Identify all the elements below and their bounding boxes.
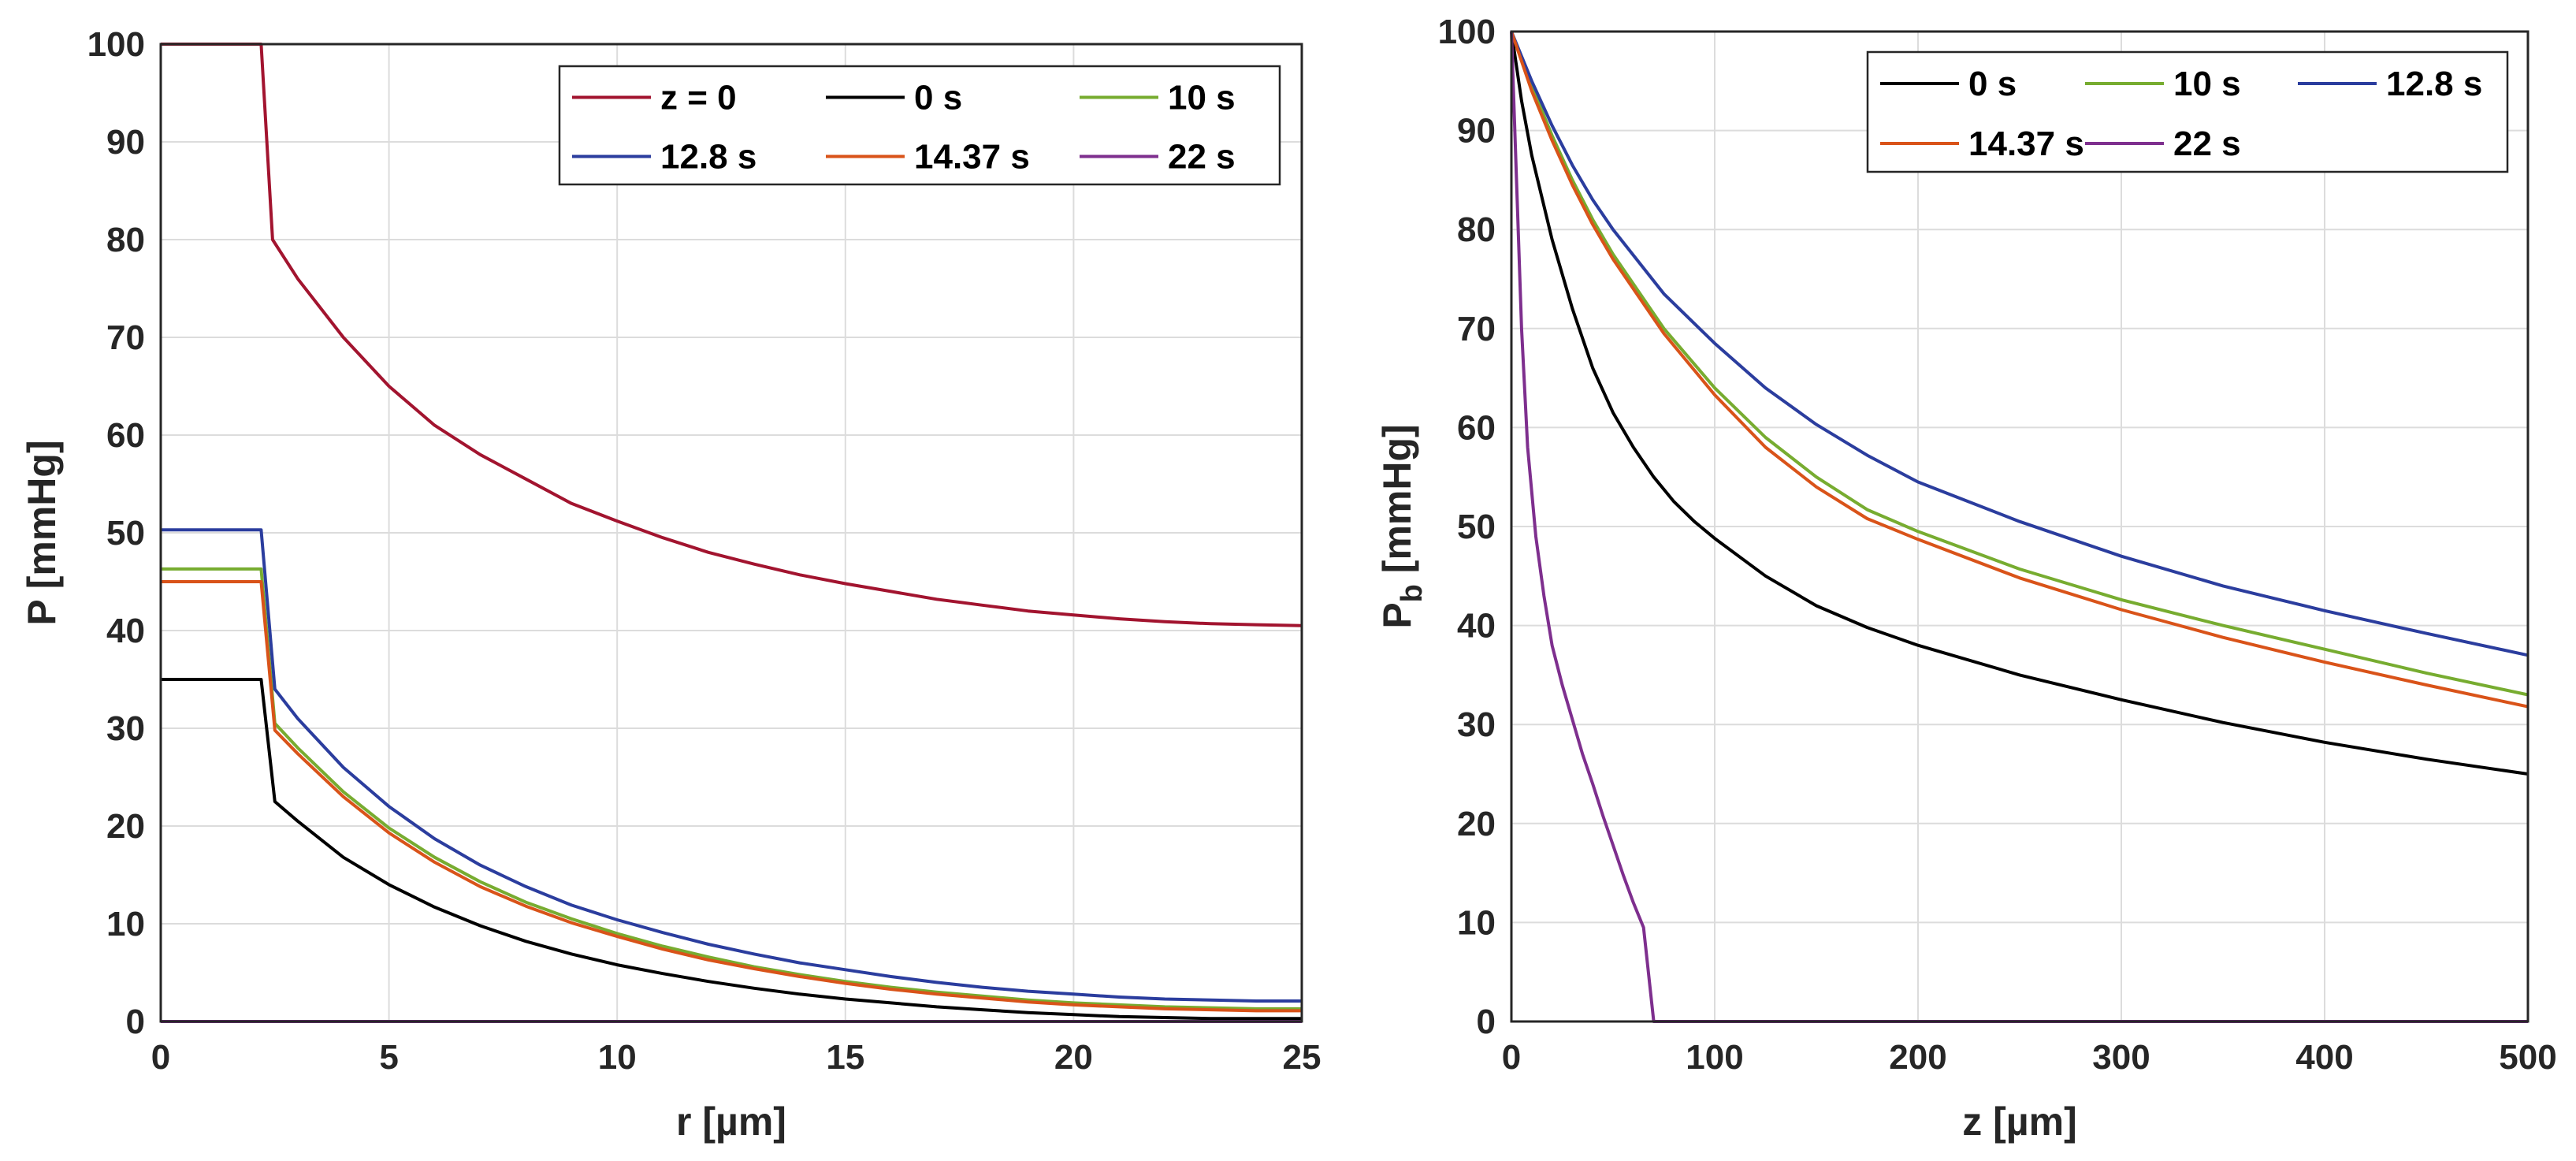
x-axis-label: r [µm] <box>676 1100 786 1144</box>
y-tick-labels: 0 10 20 30 40 50 60 70 80 90 100 <box>87 25 145 1041</box>
x-tick-label: 300 <box>2092 1038 2150 1077</box>
y-tick-label: 60 <box>106 416 145 455</box>
x-axis-label: z [µm] <box>1962 1100 2076 1144</box>
legend-box <box>558 65 1281 186</box>
y-axis-label: Pb [mmHg] <box>1375 424 1429 628</box>
y-tick-label: 50 <box>106 514 145 553</box>
legend-entry-label: 22 s <box>2173 125 2241 163</box>
y-tick-label: 70 <box>106 318 145 357</box>
pressure-vs-radius-chart: 0 5 10 15 20 25 0 10 20 30 40 50 60 70 80 90 100 r [µm]… <box>20 25 1321 1144</box>
axes-box <box>159 43 1303 1023</box>
y-tick-label: 40 <box>1457 607 1496 646</box>
y-tick-label: 100 <box>1438 13 1496 51</box>
series-line <box>1510 31 2529 697</box>
y-axis-label-unit: [mmHg] <box>1375 424 1419 584</box>
legend-entry-label: 10 s <box>1168 79 1236 117</box>
legend-entry-label: 14.37 s <box>1968 125 2084 163</box>
y-tick-label: 30 <box>106 709 145 748</box>
y-axis-label-subscript: b <box>1396 584 1429 602</box>
series-line <box>161 580 1302 1013</box>
y-tick-label: 10 <box>1457 903 1496 942</box>
legend-entry-label: 10 s <box>2173 65 2241 103</box>
y-tick-label: 90 <box>106 123 145 162</box>
y-tick-label: 20 <box>1457 805 1496 843</box>
legend-entry-label: z = 0 <box>660 79 737 117</box>
series-line <box>161 528 1302 1003</box>
x-tick-label: 200 <box>1889 1038 1946 1077</box>
x-tick-label: 0 <box>151 1038 170 1077</box>
y-tick-label: 30 <box>1457 705 1496 744</box>
series-line <box>161 43 1303 627</box>
y-tick-label: 80 <box>1457 210 1496 249</box>
y-axis-label-text: P [mmHg] <box>20 440 64 625</box>
series-line <box>161 567 1302 1010</box>
y-tick-label: 100 <box>87 25 145 64</box>
legend: z = 0 0 s 10 s 12.8 s 14.37 s 22 s <box>558 65 1281 186</box>
y-tick-label: 20 <box>106 807 145 846</box>
series-line <box>1510 31 2529 657</box>
legend-entry-label: 14.37 s <box>914 138 1030 177</box>
blood-pressure-vs-depth-chart: 0 100 200 300 400 500 0102030405060708090100 … <box>1375 13 2557 1144</box>
series-line <box>161 678 1302 1021</box>
y-tick-label: 0 <box>126 1003 145 1041</box>
x-tick-label: 20 <box>1054 1038 1093 1077</box>
y-tick-label: 0 <box>1477 1003 1496 1041</box>
x-tick-label: 100 <box>1686 1038 1743 1077</box>
y-axis-label-text: P <box>1375 602 1419 628</box>
x-tick-label: 0 <box>1502 1038 1521 1077</box>
x-tick-labels: 0 5 10 15 20 25 <box>151 1038 1321 1077</box>
x-tick-label: 500 <box>2499 1038 2556 1077</box>
legend-box <box>1866 50 2509 173</box>
legend: 0 s 10 s 12.8 s 14.37 s 22 s <box>1866 50 2509 173</box>
legend-entry-label: 12.8 s <box>660 138 756 177</box>
x-tick-label: 400 <box>2295 1038 2353 1077</box>
x-tick-labels: 0 100 200 300 400 500 <box>1502 1038 2557 1077</box>
y-axis-label: P [mmHg] <box>20 440 64 625</box>
legend-entry-label: 0 s <box>914 79 962 117</box>
series-line <box>1510 31 2529 709</box>
y-tick-label: 10 <box>106 905 145 943</box>
y-tick-label: 70 <box>1457 310 1496 348</box>
x-tick-label: 10 <box>598 1038 637 1077</box>
y-tick-label: 50 <box>1457 508 1496 546</box>
y-tick-label: 80 <box>106 221 145 259</box>
x-tick-label: 25 <box>1283 1038 1321 1077</box>
legend-entry-label: 22 s <box>1168 138 1236 177</box>
y-tick-labels: 0 10 20 30 40 50 60 70 80 90 100 <box>1438 13 1496 1041</box>
axes-box <box>1510 30 2530 1023</box>
legend-entry-label: 12.8 s <box>2386 65 2482 103</box>
y-tick-label: 60 <box>1457 408 1496 447</box>
x-tick-label: 5 <box>379 1038 398 1077</box>
x-tick-label: 15 <box>826 1038 864 1077</box>
legend-entry-label: 0 s <box>1968 65 2017 103</box>
y-tick-label: 90 <box>1457 112 1496 151</box>
series-line <box>1510 31 2529 776</box>
y-tick-label: 40 <box>106 612 145 650</box>
